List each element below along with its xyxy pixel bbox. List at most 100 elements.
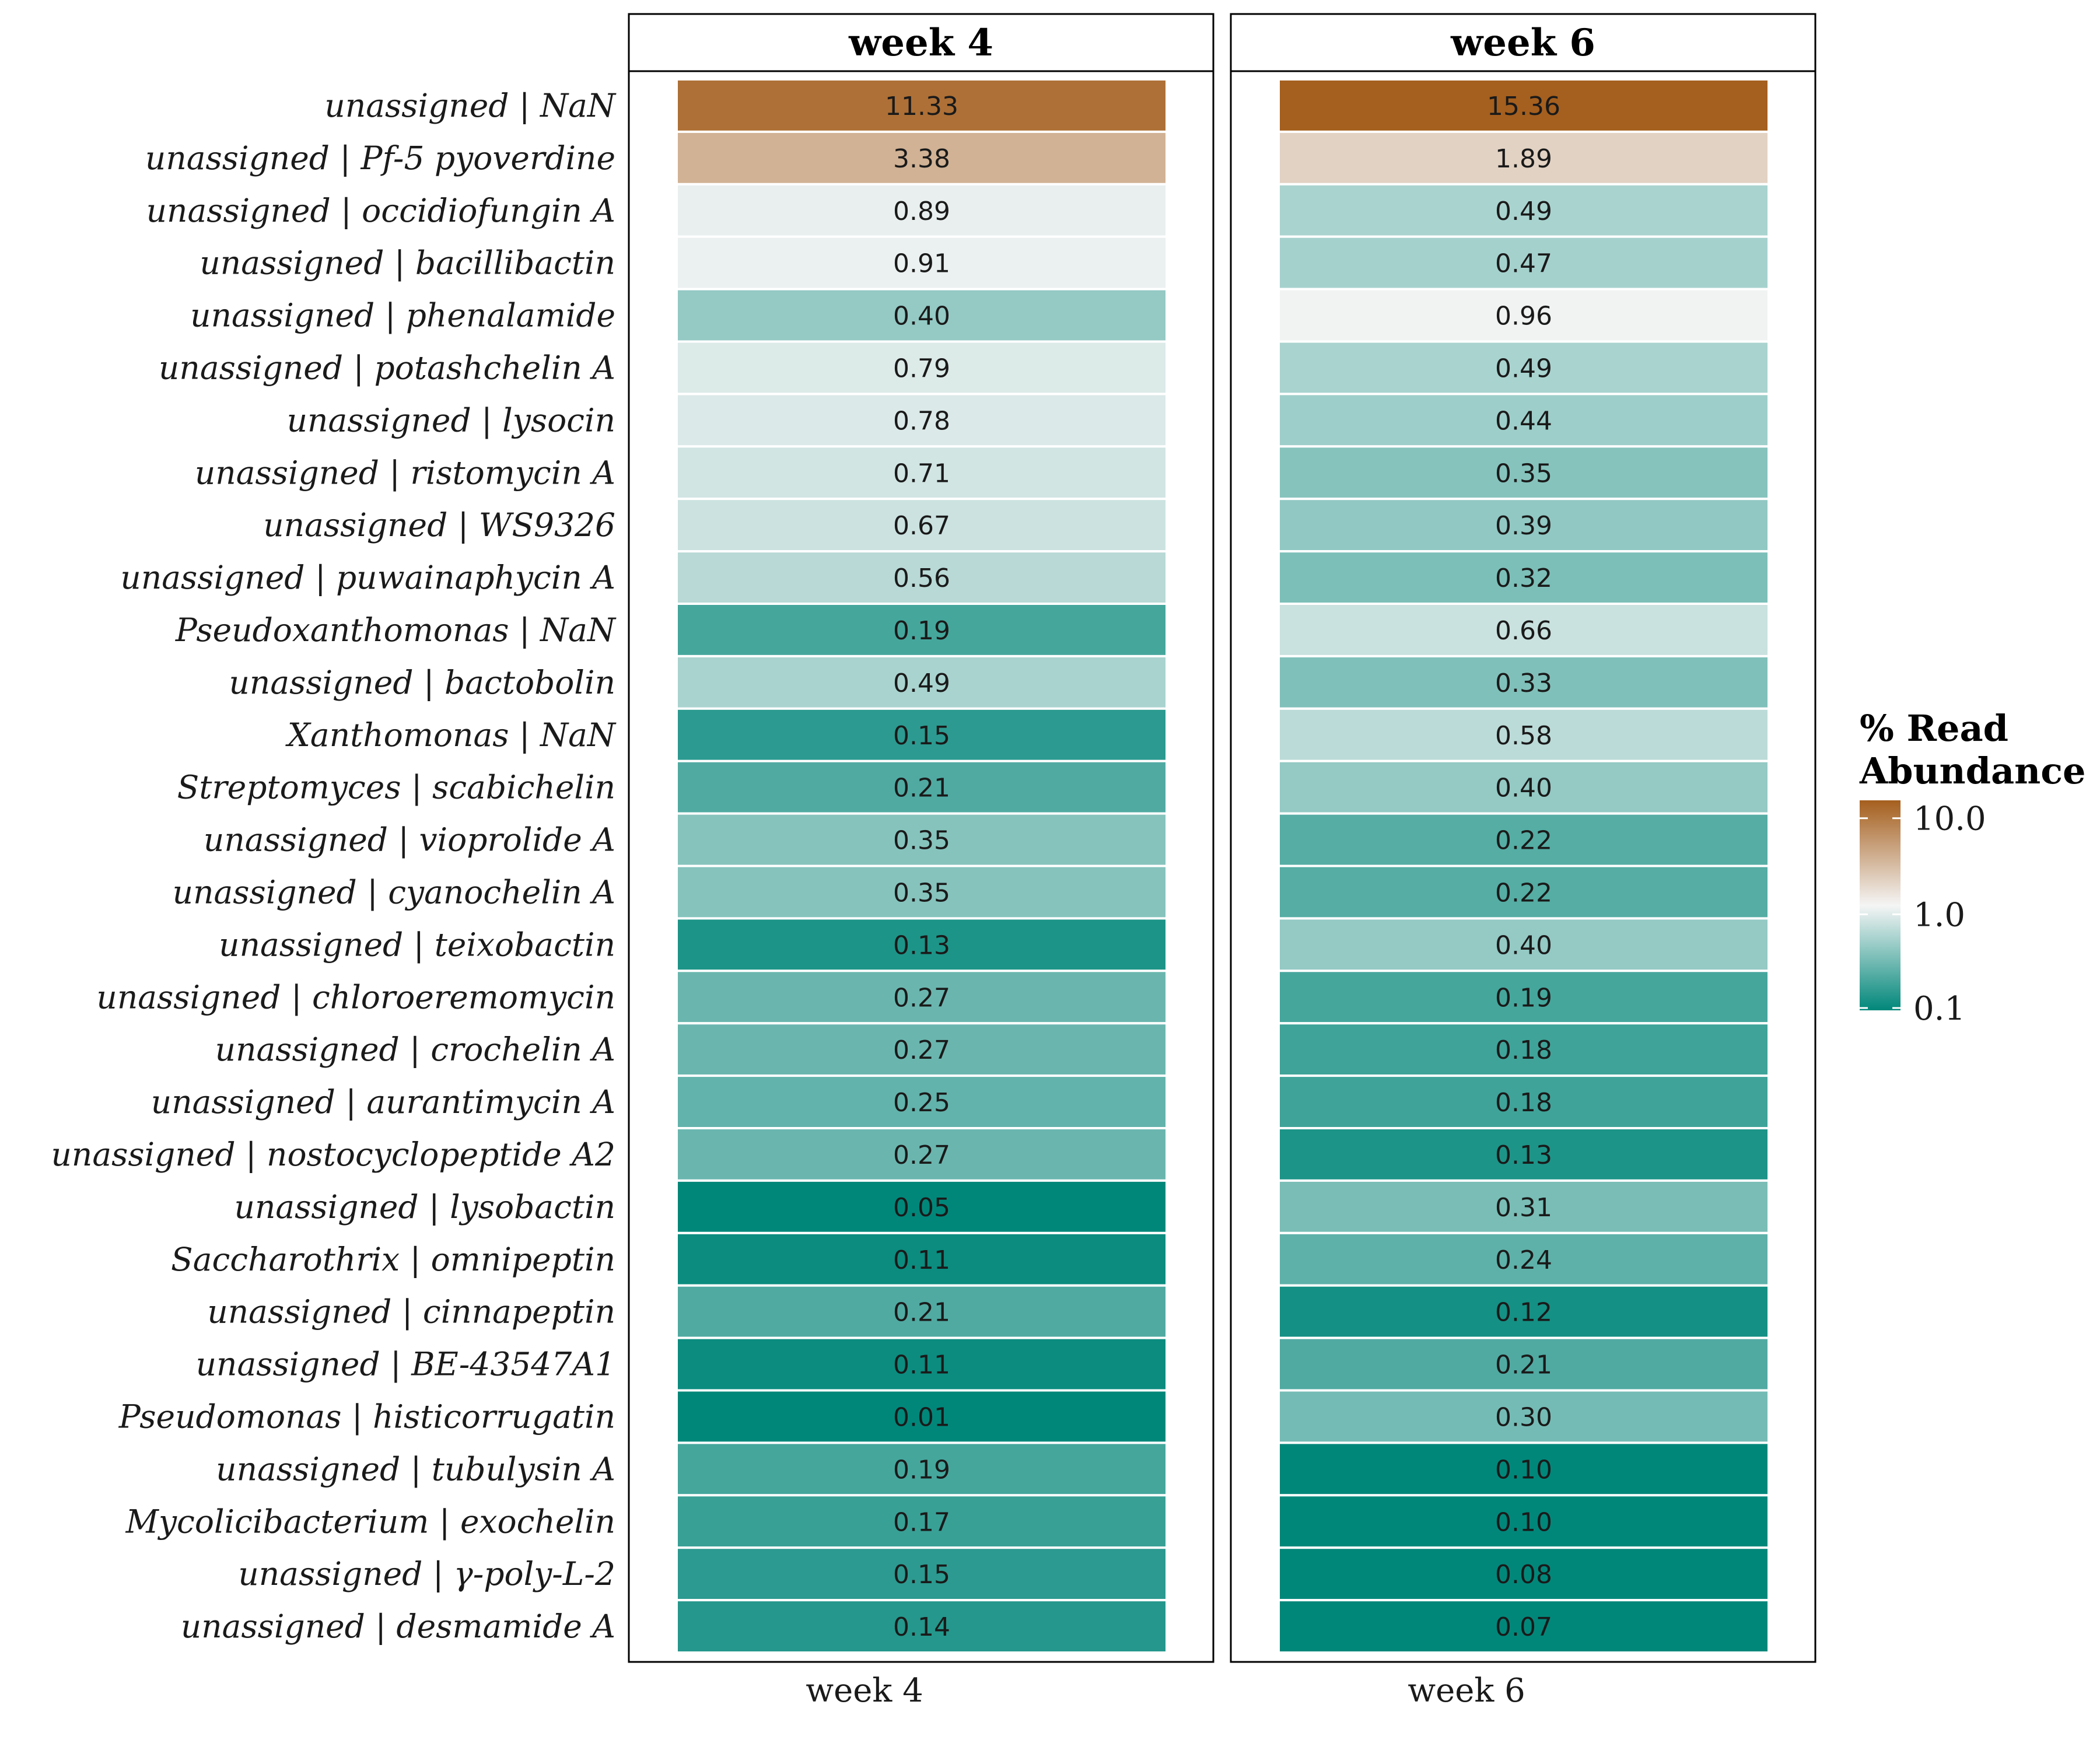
cell-value-label: 0.07 xyxy=(1495,1612,1552,1642)
cell-value-label: 0.35 xyxy=(893,826,950,856)
facet-panels: week 4 11.33 3.38 0.89 0.91 0.40 0.79 0.78 0.71 0… xyxy=(628,13,1817,1663)
facet-title: week 4 xyxy=(848,21,993,65)
heatmap-cell xyxy=(676,1494,1168,1549)
heatmap-cell xyxy=(1278,550,1770,605)
heatmap-cell xyxy=(1278,183,1770,238)
row-label: unassigned | Pf-5 pyoverdine xyxy=(145,139,615,177)
heatmap-cell xyxy=(1278,1546,1770,1602)
cell-value-label: 0.49 xyxy=(1495,354,1552,383)
row-label: unassigned | lysobactin xyxy=(235,1188,615,1226)
cell-value-label: 0.21 xyxy=(1495,1350,1552,1380)
heatmap-cell xyxy=(676,1389,1168,1444)
cell-value-label: 0.44 xyxy=(1495,406,1552,436)
heatmap-cell xyxy=(1278,1494,1770,1549)
x-tick-label: week 4 xyxy=(806,1672,923,1710)
heatmap-cell xyxy=(1278,760,1770,815)
cell-value-label: 0.25 xyxy=(893,1088,950,1118)
heatmap-cell xyxy=(676,1179,1168,1234)
cell-value-label: 0.13 xyxy=(1495,1140,1552,1170)
heatmap-cell xyxy=(1278,498,1770,553)
row-label: Saccharothrix | omnipeptin xyxy=(171,1241,615,1278)
row-label: unassigned | puwainaphycin A xyxy=(120,559,615,596)
cell-value-label: 0.24 xyxy=(1495,1245,1552,1275)
heatmap-cell xyxy=(1278,78,1770,133)
heatmap-cell xyxy=(676,393,1168,448)
row-label: unassigned | BE-43547A1 xyxy=(196,1346,615,1383)
heatmap-cell xyxy=(1278,970,1770,1025)
heatmap-cell xyxy=(1278,1074,1770,1129)
heatmap-cell xyxy=(676,1022,1168,1077)
cell-value-label: 0.27 xyxy=(893,1140,950,1170)
row-label: unassigned | γ-poly-L-2 xyxy=(238,1555,615,1592)
legend-title: % Read xyxy=(1860,707,2008,750)
legend-tick-label: 1.0 xyxy=(1913,896,1965,934)
row-label: unassigned | aurantimycin A xyxy=(151,1083,615,1121)
row-label: unassigned | crochelin A xyxy=(215,1031,615,1068)
row-label: unassigned | chloroeremomycin xyxy=(96,978,615,1016)
heatmap-cell xyxy=(676,917,1168,972)
cell-value-label: 0.08 xyxy=(1495,1560,1552,1590)
cell-value-label: 0.27 xyxy=(893,983,950,1013)
cell-value-label: 0.18 xyxy=(1495,1088,1552,1118)
cell-value-label: 0.14 xyxy=(893,1612,950,1642)
row-label: unassigned | phenalamide xyxy=(190,297,615,334)
facet-panel: week 6 15.36 1.89 0.49 0.47 0.96 0.49 0.44 0.35 0… xyxy=(1230,13,1817,1663)
heatmap-cell xyxy=(1278,1022,1770,1077)
cell-value-label: 0.22 xyxy=(1495,826,1552,856)
cell-value-label: 0.30 xyxy=(1495,1402,1552,1432)
facet-border xyxy=(1230,70,1817,1663)
cell-value-label: 0.15 xyxy=(893,721,950,751)
cell-value-label: 0.40 xyxy=(893,302,950,331)
row-label: unassigned | NaN xyxy=(324,87,616,124)
row-label: unassigned | WS9326 xyxy=(263,506,615,544)
facet-panel: week 4 11.33 3.38 0.89 0.91 0.40 0.79 0.78 0.71 0… xyxy=(628,13,1214,1663)
heatmap-cell xyxy=(1278,1599,1770,1654)
heatmap-cell xyxy=(1278,1179,1770,1234)
heatmap-cell xyxy=(1278,393,1770,448)
row-label: unassigned | bacillibactin xyxy=(200,244,615,282)
row-label: Streptomyces | scabichelin xyxy=(177,769,615,806)
cell-value-label: 11.33 xyxy=(885,92,958,121)
row-label: Pseudoxanthomonas | NaN xyxy=(175,611,617,649)
cell-value-label: 0.56 xyxy=(893,564,950,593)
heatmap-cell xyxy=(1278,1389,1770,1444)
row-label: unassigned | vioprolide A xyxy=(204,821,615,859)
cell-value-label: 0.15 xyxy=(893,1560,950,1590)
x-tick-label: week 6 xyxy=(1408,1672,1525,1710)
heatmap-cell xyxy=(1278,707,1770,762)
cell-value-label: 0.11 xyxy=(893,1350,950,1380)
cell-value-label: 0.33 xyxy=(1495,668,1552,698)
heatmap-cell xyxy=(676,707,1168,762)
heatmap-cell xyxy=(676,1599,1168,1654)
cell-value-label: 0.79 xyxy=(893,354,950,383)
legend-colorbar xyxy=(1860,800,1901,1010)
cell-value-label: 0.10 xyxy=(1495,1455,1552,1485)
cell-value-label: 0.11 xyxy=(893,1245,950,1275)
cell-value-label: 0.35 xyxy=(1495,459,1552,488)
row-label: unassigned | cyanochelin A xyxy=(173,873,615,911)
cell-value-label: 0.05 xyxy=(893,1193,950,1223)
row-label: unassigned | tubulysin A xyxy=(216,1450,615,1488)
heatmap-cell xyxy=(676,550,1168,605)
cell-value-label: 0.31 xyxy=(1495,1193,1552,1223)
cell-value-label: 0.27 xyxy=(893,1035,950,1065)
legend-title: Abundance xyxy=(1859,750,2085,792)
heatmap-cell xyxy=(676,1441,1168,1497)
cell-value-label: 0.18 xyxy=(1495,1035,1552,1065)
cell-value-label: 0.19 xyxy=(893,1455,950,1485)
heatmap-cell xyxy=(1278,1441,1770,1497)
x-axis-ticks: week 4 week 6 xyxy=(806,1672,1525,1710)
row-labels: unassigned | NaN unassigned | Pf-5 pyover… xyxy=(51,87,616,1645)
cell-value-label: 0.13 xyxy=(893,930,950,960)
heatmap-cell xyxy=(676,1231,1168,1287)
cell-value-label: 0.32 xyxy=(1495,564,1552,593)
row-label: unassigned | bactobolin xyxy=(229,664,616,701)
heatmap-cell xyxy=(1278,340,1770,396)
facet-strip xyxy=(1230,13,1817,72)
cell-value-label: 0.19 xyxy=(893,616,950,646)
heatmap-cell xyxy=(676,603,1168,657)
cell-value-label: 0.40 xyxy=(1495,774,1552,803)
cell-value-label: 0.49 xyxy=(1495,197,1552,226)
cell-value-label: 0.71 xyxy=(893,459,950,488)
